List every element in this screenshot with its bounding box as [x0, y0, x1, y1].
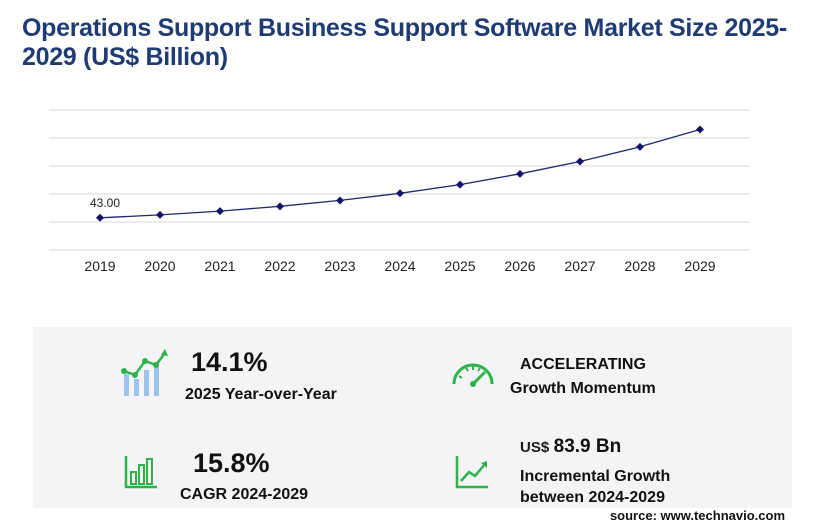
data-point [396, 189, 404, 198]
data-label: 43.00 [90, 196, 120, 210]
x-tick-label: 2021 [204, 258, 235, 274]
line-chart: 2019 2020 2021 2022 2023 2024 2025 2026 2027 2028… [49, 109, 750, 274]
momentum-line2: Growth Momentum [510, 380, 656, 397]
yoy-value: 14.1% [191, 347, 268, 377]
incremental-line1: Incremental Growth [520, 468, 671, 485]
x-tick-label: 2026 [504, 258, 535, 274]
data-point [276, 202, 284, 211]
incremental-value-group: US$ 83.9 Bn [520, 436, 621, 458]
trend-line-icon [455, 456, 488, 489]
x-tick-label: 2023 [324, 258, 355, 274]
yoy-label: 2025 Year-over-Year [185, 386, 337, 403]
incremental-value: 83.9 Bn [553, 436, 622, 457]
data-point [696, 125, 704, 134]
bar-line-chart-icon [121, 349, 168, 396]
data-point [636, 142, 644, 151]
series-markers [96, 125, 704, 222]
data-point [516, 169, 524, 178]
x-tick-label: 2027 [564, 258, 595, 274]
chart-grid [49, 109, 750, 251]
x-tick-label: 2024 [384, 258, 415, 274]
series-line [99, 128, 701, 219]
data-point [96, 213, 104, 222]
stats-panel: 14.1% 2025 Year-over-Year ACCELERATING G… [33, 327, 792, 508]
source-note: source: www.technavio.com [609, 508, 785, 523]
currency-prefix: US$ [520, 439, 550, 456]
x-tick-label: 2019 [84, 258, 115, 274]
x-tick-label: 2020 [144, 258, 175, 274]
incremental-line2: between 2024-2029 [520, 489, 665, 506]
cagr-value: 15.8% [193, 448, 270, 478]
data-point [336, 196, 344, 205]
chart-title: Operations Support Business Support Soft… [22, 14, 787, 71]
x-tick-label: 2022 [264, 258, 295, 274]
x-axis-ticks: 2019 2020 2021 2022 2023 2024 2025 2026 2027 2028… [84, 258, 715, 274]
momentum-line1: ACCELERATING [520, 356, 646, 373]
x-tick-label: 2029 [684, 258, 715, 274]
data-point [576, 157, 584, 166]
bar-chart-icon [124, 456, 157, 489]
x-tick-label: 2028 [624, 258, 655, 274]
data-point [156, 210, 164, 219]
speedometer-icon [452, 363, 494, 387]
x-tick-label: 2025 [444, 258, 475, 274]
cagr-label: CAGR 2024-2029 [180, 486, 309, 503]
data-point [456, 180, 464, 189]
data-labels: 43.00 [90, 196, 120, 210]
data-point [216, 207, 224, 216]
